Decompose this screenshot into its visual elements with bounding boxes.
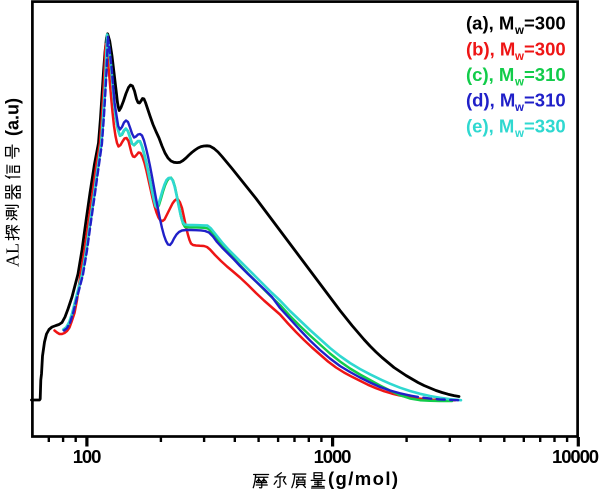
svg-text:(g/mol): (g/mol)	[328, 468, 399, 489]
svg-text:=330: =330	[524, 115, 566, 136]
svg-text:=300: =300	[524, 38, 566, 59]
svg-text:(e), M: (e), M	[466, 115, 514, 136]
svg-text:10000: 10000	[552, 446, 599, 467]
svg-text:1000: 1000	[314, 446, 352, 467]
svg-text:AL: AL	[3, 243, 23, 267]
svg-text:w: w	[514, 77, 524, 89]
svg-text:=310: =310	[524, 90, 566, 111]
svg-text:w: w	[514, 25, 524, 37]
svg-text:(c), M: (c), M	[466, 64, 514, 85]
svg-text:w: w	[514, 102, 524, 114]
svg-text:(d), M: (d), M	[466, 90, 515, 111]
svg-text:(a), M: (a), M	[466, 13, 514, 34]
svg-text:(a.u): (a.u)	[3, 98, 23, 136]
svg-text:=310: =310	[524, 64, 566, 85]
svg-text:(b), M: (b), M	[466, 38, 515, 59]
svg-text:=300: =300	[524, 13, 566, 34]
svg-text:w: w	[514, 128, 524, 140]
svg-text:100: 100	[73, 446, 101, 467]
svg-text:w: w	[514, 51, 524, 63]
